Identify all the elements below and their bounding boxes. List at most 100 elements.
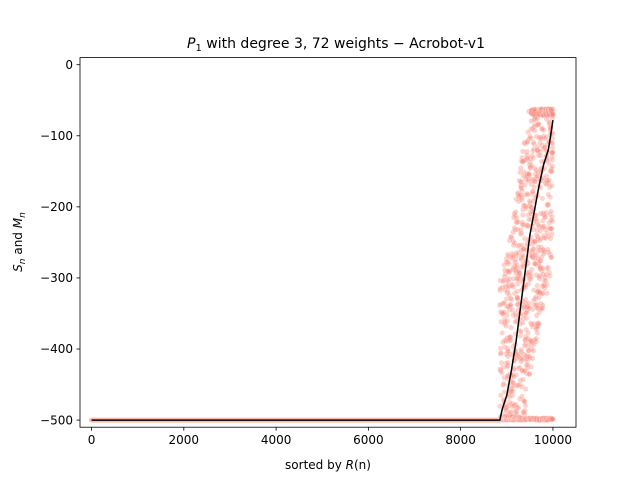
scatter-point [545,106,552,112]
scatter-point [503,417,510,423]
scatter-point [521,303,528,309]
scatter-point [506,417,512,423]
scatter-point [549,157,556,163]
scatter-point [535,417,542,423]
scatter-point [516,416,522,422]
scatter-point [530,415,537,421]
scatter-point [509,403,516,410]
scatter-point [503,415,510,422]
scatter-point [502,416,509,423]
scatter-point [522,417,529,423]
scatter-point [507,334,513,340]
scatter-point [527,164,534,170]
scatter-point [510,415,517,422]
scatter-point [505,415,512,422]
scatter-point [530,246,536,253]
scatter-point [503,404,510,411]
scatter-point [550,112,556,119]
scatter-point [528,341,535,348]
scatter-point [500,417,507,423]
scatter-point [548,165,555,172]
scatter-point [517,272,524,279]
scatter-point [549,415,556,422]
scatter-point [516,269,522,275]
scatter-point [541,223,547,230]
scatter-point [543,116,550,123]
scatter-point [542,109,548,116]
scatter-point [522,176,529,182]
scatter-point [538,109,545,115]
scatter-point [501,415,507,422]
scatter-point [539,142,546,149]
scatter-point [529,306,536,313]
scatter-point [524,190,531,197]
scatter-point [504,417,510,423]
scatter-point [520,409,527,415]
scatter-point [515,218,521,225]
scatter-point [541,214,548,220]
scatter-point [534,110,541,117]
scatter-point [538,415,545,422]
scatter-point [526,347,532,354]
scatter-point [537,258,543,264]
scatter-point [506,415,512,422]
scatter-point [532,176,539,182]
scatter-point [511,240,518,246]
scatter-point [548,217,554,223]
scatter-point [521,351,527,358]
scatter-point [549,183,555,189]
scatter-point [549,109,555,116]
scatter-point [532,122,539,128]
scatter-point [519,356,526,363]
scatter-point [537,107,544,113]
scatter-point [504,345,511,352]
scatter-point [539,217,546,224]
scatter-point [509,416,516,423]
scatter-point [532,416,538,423]
scatter-point [536,109,542,115]
scatter-point [533,326,540,332]
scatter-point [530,297,537,304]
scatter-point [543,181,550,188]
scatter-point [514,404,520,411]
scatter-point [546,161,552,167]
scatter-point [541,144,548,151]
scatter-point [530,111,536,118]
scatter-point [517,192,524,199]
scatter-point [513,219,519,225]
scatter-point [531,260,538,267]
scatter-point [539,417,546,423]
scatter-point [543,271,550,278]
scatter-point [524,335,531,342]
scatter-point [517,415,523,422]
scatter-point [502,415,509,421]
scatter-point [524,156,530,162]
scatter-point [501,309,507,315]
scatter-point [514,355,520,362]
scatter-point [539,415,546,422]
scatter-point [506,415,512,422]
scatter-point [540,223,546,230]
x-tick-label: 10000 [534,433,572,447]
scatter-point [523,300,529,307]
scatter-point [518,185,525,191]
scatter-point [534,227,540,233]
scatter-point [524,148,530,155]
scatter-point [508,282,515,289]
y-tick-label: −400 [40,342,73,356]
scatter-point [521,342,528,349]
scatter-point [504,312,510,318]
scatter-point [541,108,548,115]
scatter-point [528,415,534,422]
scatter-point [540,127,547,133]
scatter-point [507,416,513,423]
scatter-point [547,235,554,242]
scatter-point [514,275,520,281]
scatter-point [509,250,515,257]
scatter-point [539,195,546,202]
scatter-point [535,244,541,250]
scatter-point [510,416,517,422]
scatter-point [515,250,522,256]
scatter-point [501,415,508,422]
scatter-point [501,413,508,420]
